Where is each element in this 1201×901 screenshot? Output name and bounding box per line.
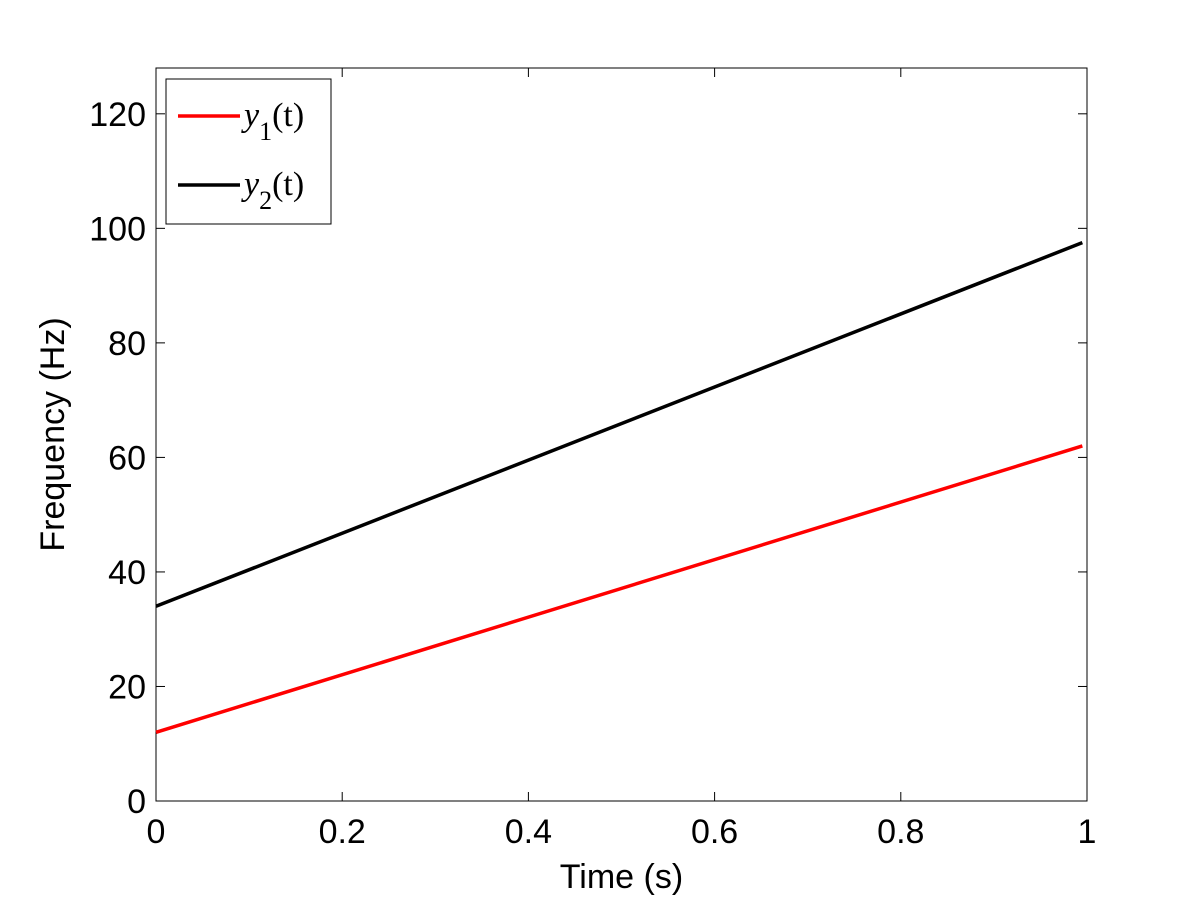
- x-tick-label: 0.8: [877, 813, 924, 851]
- y-tick-label: 120: [89, 96, 146, 134]
- y-axis-title: Frequency (Hz): [34, 317, 72, 551]
- y-tick-label: 40: [108, 554, 146, 592]
- x-tick-label: 0: [147, 813, 166, 851]
- series-line-1: [155, 444, 1083, 734]
- legend-label-1: y1(t): [241, 97, 304, 146]
- legend: y1(t) y2(t): [165, 78, 332, 225]
- x-axis-title: Time (s): [560, 858, 683, 896]
- y-tick-label: 20: [108, 668, 146, 706]
- y-tick-label: 100: [89, 210, 146, 248]
- legend-label-2: y2(t): [241, 166, 304, 215]
- series-layer: [155, 241, 1083, 734]
- y-tick-label: 60: [108, 439, 146, 477]
- series-line-2: [155, 241, 1083, 608]
- x-tick-label: 0.6: [691, 813, 738, 851]
- y-tick-label: 80: [108, 325, 146, 363]
- axis-ticks: 0 0.2 0.4 0.6 0.8 1 0 20 40 60 80 100 120: [89, 68, 1096, 851]
- y-tick-label: 0: [127, 783, 146, 821]
- legend-box: [165, 78, 332, 225]
- x-tick-label: 1: [1078, 813, 1097, 851]
- x-tick-label: 0.4: [505, 813, 552, 851]
- x-tick-label: 0.2: [319, 813, 366, 851]
